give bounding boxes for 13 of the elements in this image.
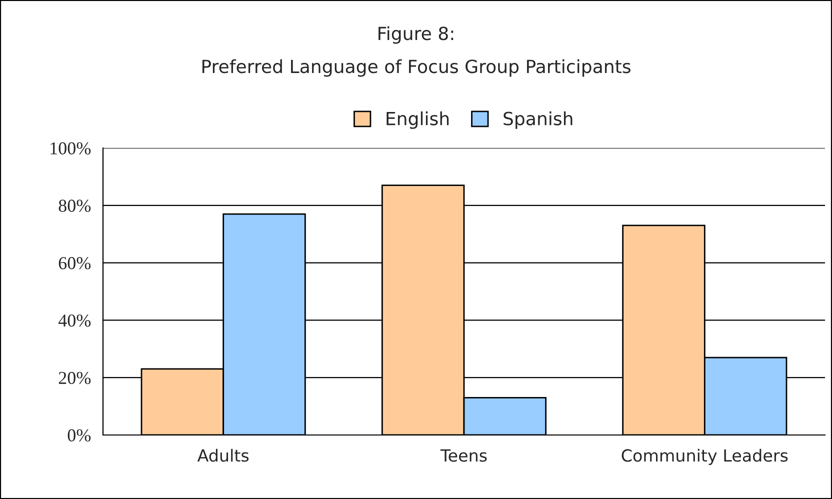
y-tick-label: 40% bbox=[58, 314, 91, 327]
x-tick-label: Adults bbox=[197, 448, 249, 462]
chart-title: Figure 8: bbox=[378, 26, 454, 44]
x-tick-label: Teens bbox=[440, 449, 487, 462]
legend-label: Spanish bbox=[504, 111, 572, 129]
x-tick-label: Community Leaders bbox=[622, 448, 788, 466]
y-tick-label: 0% bbox=[68, 429, 91, 442]
chart-subtitle: Preferred Language of Focus Group Participants bbox=[202, 59, 630, 77]
y-tick-label: 60% bbox=[58, 257, 91, 270]
y-tick-label: 80% bbox=[58, 200, 91, 212]
y-tick-label: 20% bbox=[58, 372, 91, 384]
y-tick-label: 100% bbox=[50, 142, 91, 154]
legend-label: English bbox=[386, 111, 449, 129]
